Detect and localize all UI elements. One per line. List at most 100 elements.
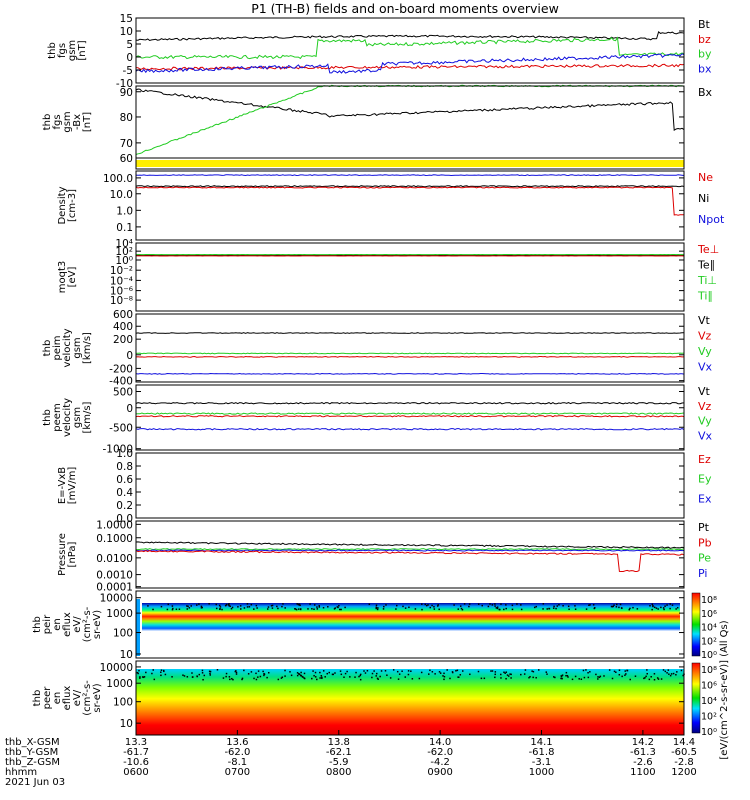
peer-pixel [371,672,374,675]
peer-pixel [379,675,381,678]
peir-pixel [675,608,677,610]
legend-Te∥: Te∥ [697,259,715,272]
panel-frame [135,85,685,159]
peir-pixel [498,608,501,611]
peer-pixel [235,673,238,675]
ytick-label: 10⁻² [110,265,133,277]
xrow-value: -62.0 [224,747,250,758]
peer-pixel [500,677,502,679]
peir-pixel [377,607,379,609]
ylabel-line: eV/ [72,616,83,633]
peer-pixel [615,671,617,674]
peer-pixel [139,677,141,679]
peir-pixel [395,604,398,607]
peir-pixel [542,608,544,610]
peir-pixel [255,604,258,607]
ytick-label: 100.0 [103,173,133,185]
ylabel-line: peer [42,686,53,710]
colorbar-tick: 10⁰ [701,650,717,661]
peer-pixel [280,677,283,679]
x-axis-table: thb_X-GSM 13.3 13.6 13.8 14.0 14.1 14.2 14.4 thb… [5,730,697,788]
peer-pixel [311,677,313,680]
peir-pixel [555,607,557,610]
peer-pixel [290,674,293,677]
peir-pixel [481,604,483,607]
peer-pixel [587,676,590,679]
peer-pixel [675,674,677,676]
peer-pixel [443,675,446,678]
peer-pixel [225,675,227,678]
peir-pixel [190,605,192,607]
peir-pixel [468,603,471,605]
peer-pixel [257,676,259,678]
ytick-label: -500 [109,422,133,434]
peer-pixel [231,677,233,680]
peer-pixel [510,677,512,679]
series-Pe [136,548,685,551]
peer-pixel [375,672,378,675]
peer-pixel [339,670,342,672]
peer-pixel [439,672,442,674]
series-Vx [135,372,685,375]
xrow-label: hhmm [5,767,37,778]
peer-pixel [660,678,663,680]
legend-Ni: Ni [698,192,709,205]
legend-Vy: Vy [698,415,712,428]
ylabel-line: thb [42,340,53,357]
panel-frame [135,384,685,451]
peer-pixel [201,669,204,672]
peer-pixel [343,676,345,679]
peir-pixel [404,607,407,609]
series-Vy [135,412,685,415]
peir-pixel [496,607,499,610]
peir-pixel [284,607,286,609]
peer-pixel [653,673,656,675]
peer-pixel [319,677,321,679]
peer-pixel [281,676,284,678]
peer-pixel [326,672,328,675]
peir-pixel [338,608,341,611]
peer-pixel [507,675,510,677]
panel-frame [135,157,685,170]
peer-pixel [532,670,535,673]
peer-pixel [262,670,264,673]
peer-pixel [255,678,258,681]
peir-pixel [653,606,656,609]
peir-pixel [505,607,507,610]
xrow-value: 13.6 [226,737,248,748]
peir-pixel [221,608,223,611]
peir-pixel [228,604,230,607]
peir-pixel [276,605,278,608]
ytick-label: 10² [115,246,133,258]
peir-pixel [230,607,233,610]
peir-pixel [225,604,228,606]
peer-pixel [364,672,367,674]
peer-pixel [358,675,360,678]
peer-pixel [597,676,599,678]
peir-pixel [433,606,435,608]
peer-pixel [410,670,412,672]
peir-pixel [327,606,329,608]
panel-fgsx: 90 80 70 60 thb fgs gsm -Bx [nT] Bx [42,84,713,165]
peer-pixel [442,675,444,677]
peir-pixel [250,603,253,606]
series-bx [135,53,685,74]
peir-pixel [505,604,507,606]
xrow-value: 0700 [225,767,250,778]
peir-pixel [270,605,273,607]
peer-pixel [552,676,555,678]
peer-pixel [670,673,673,675]
peir-pixel [266,608,269,610]
peir-pixel [208,603,210,605]
peir-pixel [256,607,258,609]
xrow-value: -2.8 [674,757,694,768]
peer-pixel [561,677,563,680]
peer-pixel [366,669,369,672]
ytick-label: 0.1 [116,222,133,234]
series-Pi [135,549,685,552]
series-Bt [135,31,685,42]
peir-pixel [298,603,300,606]
peer-pixel [585,669,587,671]
